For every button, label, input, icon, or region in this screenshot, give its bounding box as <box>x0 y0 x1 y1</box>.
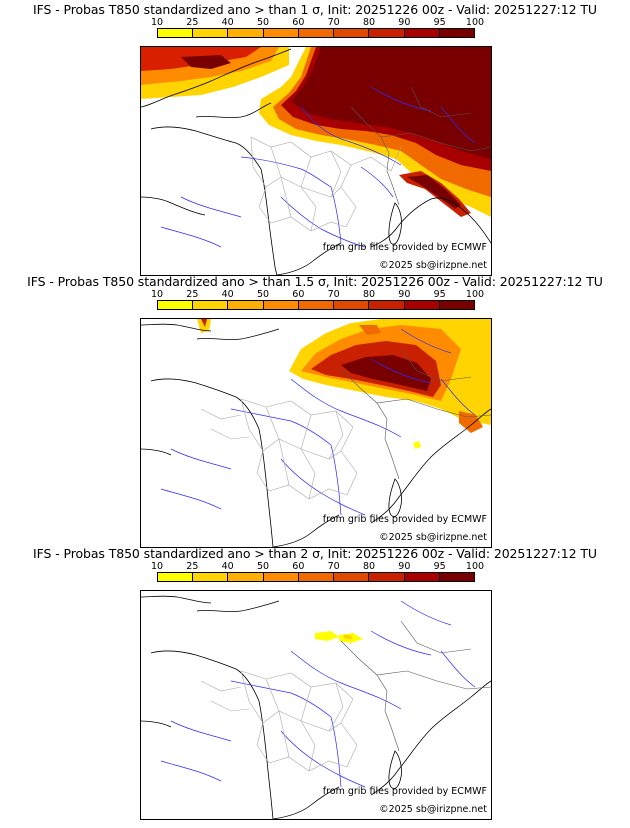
administrative-borders <box>200 398 358 500</box>
probability-map: from grib files provided by ECMWF ©2025 … <box>140 46 492 276</box>
colorbar-segment <box>193 573 229 581</box>
data-source-credit: from grib files provided by ECMWF <box>322 786 487 797</box>
colorbar-segment <box>228 573 264 581</box>
colorbar-tick-label: 10 <box>150 289 164 300</box>
panel-title: IFS - Probas T850 standardized ano > tha… <box>33 546 597 561</box>
colorbar-tick-label: 25 <box>186 17 199 28</box>
colorbar-ticks: 10 25 40 50 60 70 80 90 95 100 <box>140 289 488 301</box>
coastline <box>141 323 491 547</box>
map-canvas <box>141 595 491 819</box>
colorbar-segment <box>334 29 370 37</box>
panel-title: IFS - Probas T850 standardized ano > tha… <box>33 2 597 17</box>
rivers <box>160 600 476 788</box>
colorbar-segment <box>158 29 194 37</box>
colorbar-tick-label: 95 <box>433 17 446 28</box>
colorbar-tick-label: 50 <box>256 17 270 28</box>
colorbar-segment <box>263 301 299 309</box>
colorbar-segment <box>193 29 229 37</box>
colorbar-tick-label: 70 <box>327 561 340 572</box>
colorbar-tick-label: 70 <box>327 17 340 28</box>
colorbar-ticks: 10 25 40 50 60 70 80 90 95 100 <box>140 561 488 573</box>
administrative-borders <box>250 136 402 232</box>
colorbar-tick-label: 25 <box>186 561 199 572</box>
colorbar-tick-label: 90 <box>398 289 411 300</box>
colorbar-segment <box>298 573 335 581</box>
colorbar-tick-label: 95 <box>433 561 446 572</box>
map-canvas <box>141 47 491 275</box>
colorbar-tick-label: 80 <box>362 289 376 300</box>
colorbar-tick-label: 60 <box>292 561 305 572</box>
colorbar-tick-label: 25 <box>186 289 199 300</box>
country-borders <box>340 620 491 752</box>
colorbar-segment <box>369 301 405 309</box>
colorbar-segment <box>404 29 440 37</box>
colorbar-tick-label: 80 <box>362 17 376 28</box>
colorbar-ticks: 10 25 40 50 60 70 80 90 95 100 <box>140 17 488 29</box>
colorbar-tick-label: 60 <box>292 17 305 28</box>
colorbar <box>157 300 475 310</box>
panel-title: IFS - Probas T850 standardized ano > tha… <box>27 274 603 289</box>
colorbar-tick-label: 50 <box>256 561 270 572</box>
colorbar-segment <box>439 301 474 309</box>
probability-shading <box>315 631 363 643</box>
colorbar-tick-label: 100 <box>465 289 485 300</box>
colorbar-segment <box>369 573 405 581</box>
colorbar-segment <box>228 29 264 37</box>
colorbar-segment <box>439 573 474 581</box>
data-source-credit: from grib files provided by ECMWF <box>322 514 487 525</box>
probability-map: from grib files provided by ECMWF ©2025 … <box>140 590 492 820</box>
colorbar-tick-label: 100 <box>465 17 485 28</box>
colorbar-tick-label: 70 <box>327 289 340 300</box>
colorbar-segment <box>158 301 194 309</box>
coastline <box>141 48 491 275</box>
colorbar-segment <box>193 301 229 309</box>
colorbar-segment <box>158 573 194 581</box>
colorbar-tick-label: 90 <box>398 561 411 572</box>
colorbar-tick-label: 10 <box>150 561 164 572</box>
colorbar-segment <box>439 29 474 37</box>
map-panel-1: IFS - Probas T850 standardized ano > tha… <box>0 0 630 276</box>
colorbar-tick-label: 90 <box>398 17 411 28</box>
colorbar-tick-label: 100 <box>465 561 485 572</box>
rivers <box>160 86 476 248</box>
colorbar-segment <box>263 573 299 581</box>
colorbar <box>157 28 475 38</box>
colorbar-segment <box>369 29 405 37</box>
colorbar-tick-label: 40 <box>221 17 234 28</box>
probability-shading <box>141 47 491 217</box>
data-source-credit: from grib files provided by ECMWF <box>322 242 487 253</box>
country-borders <box>340 348 491 480</box>
probability-shading <box>197 319 491 449</box>
country-borders <box>350 86 491 206</box>
colorbar-segment <box>263 29 299 37</box>
colorbar-tick-label: 40 <box>221 561 234 572</box>
colorbar-tick-label: 80 <box>362 561 376 572</box>
colorbar <box>157 572 475 582</box>
map-panel-3: IFS - Probas T850 standardized ano > tha… <box>0 544 630 820</box>
colorbar-segment <box>334 301 370 309</box>
colorbar-tick-label: 10 <box>150 17 164 28</box>
map-canvas <box>141 319 491 547</box>
coastline <box>141 595 491 819</box>
colorbar-tick-label: 95 <box>433 289 446 300</box>
colorbar-segment <box>298 301 335 309</box>
copyright-credit: ©2025 sb@irizpne.net <box>379 532 487 543</box>
administrative-borders <box>200 670 358 772</box>
map-panel-2: IFS - Probas T850 standardized ano > tha… <box>0 272 630 548</box>
colorbar-segment <box>298 29 335 37</box>
copyright-credit: ©2025 sb@irizpne.net <box>379 260 487 271</box>
colorbar-tick-label: 40 <box>221 289 234 300</box>
colorbar-segment <box>404 573 440 581</box>
colorbar-segment <box>404 301 440 309</box>
probability-map: from grib files provided by ECMWF ©2025 … <box>140 318 492 548</box>
colorbar-segment <box>228 301 264 309</box>
colorbar-segment <box>334 573 370 581</box>
copyright-credit: ©2025 sb@irizpne.net <box>379 804 487 815</box>
colorbar-tick-label: 60 <box>292 289 305 300</box>
colorbar-tick-label: 50 <box>256 289 270 300</box>
